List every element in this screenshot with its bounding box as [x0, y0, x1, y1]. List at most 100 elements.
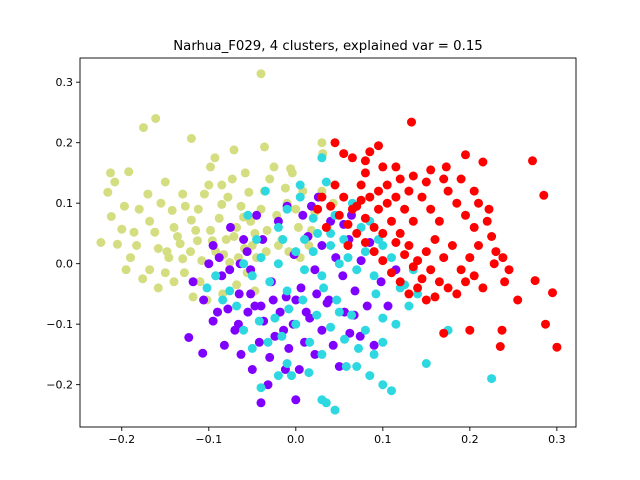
x-tick-label: 0.0: [287, 433, 305, 446]
series-3-point-41: [326, 201, 336, 211]
series-3-point-5: [365, 147, 375, 157]
series-1-point-13: [275, 307, 285, 317]
series-3-point-24: [541, 319, 550, 329]
series-1-point-3: [219, 340, 229, 350]
series-2-point-34: [277, 331, 287, 341]
series-1-point-37: [199, 295, 209, 305]
series-2-point-1: [273, 371, 283, 381]
series-1-point-15: [284, 343, 294, 353]
series-3-point-77: [343, 241, 353, 250]
series-1-point-69: [312, 289, 322, 299]
series-1-point-22: [317, 325, 327, 335]
series-0-point-57: [145, 265, 155, 275]
series-2-point-3: [287, 371, 296, 381]
series-1-point-49: [296, 283, 306, 293]
series-0-point-100: [217, 180, 227, 190]
series-2-point-68: [295, 192, 305, 202]
series-3-point-94: [421, 177, 431, 187]
series-2-point-38: [247, 343, 257, 353]
series-3-point-29: [430, 292, 440, 302]
series-3-point-50: [374, 204, 383, 214]
y-tick-label: −0.2: [46, 379, 73, 392]
series-2-point-88: [378, 337, 388, 347]
series-1-point-80: [239, 235, 249, 244]
series-0-point-73: [191, 225, 201, 235]
series-0-point-72: [180, 201, 190, 211]
series-3-point-12: [478, 157, 488, 167]
series-1-point-24: [328, 340, 338, 350]
series-2-point-25: [340, 334, 349, 344]
series-3-point-72: [387, 216, 396, 226]
series-1-point-38: [208, 241, 218, 250]
series-3-point-40: [334, 210, 344, 220]
series-0-point-95: [143, 189, 153, 199]
series-2-point-78: [295, 180, 305, 190]
series-0-point-75: [214, 213, 224, 223]
series-3-point-54: [408, 216, 418, 226]
series-1-point-18: [294, 365, 304, 374]
series-0-point-22: [150, 227, 160, 237]
series-2-point-31: [298, 295, 308, 305]
series-3-point-14: [539, 190, 549, 200]
series-2-point-60: [369, 271, 379, 281]
series-0-point-58: [153, 283, 163, 293]
series-3-point-59: [452, 198, 462, 208]
series-3-point-96: [456, 174, 466, 184]
series-3-point-71: [395, 228, 405, 238]
series-2-point-52: [300, 265, 309, 275]
series-2-point-23: [354, 343, 363, 353]
series-1-point-27: [345, 328, 355, 338]
series-0-point-4: [139, 123, 148, 133]
series-3-point-36: [369, 247, 379, 257]
series-2-point-79: [243, 210, 253, 220]
series-3-point-2: [339, 149, 349, 159]
series-1-point-28: [350, 286, 360, 296]
series-2-point-56: [334, 259, 344, 269]
series-2-point-33: [284, 304, 294, 314]
series-0-point-33: [217, 199, 227, 209]
series-0-point-96: [160, 177, 170, 187]
series-0-point-27: [178, 254, 188, 264]
series-2-point-37: [254, 316, 264, 326]
series-1-point-61: [223, 304, 233, 314]
series-2-point-45: [239, 259, 249, 269]
series-3-point-49: [365, 192, 375, 202]
series-3-point-97: [469, 186, 479, 196]
series-1-point-0: [184, 333, 194, 342]
series-1-point-58: [356, 256, 366, 266]
series-3-point-7: [391, 162, 401, 172]
series-3-point-102: [356, 195, 366, 205]
axes-layer: −0.2 −0.1 0.0 0.1 0.2 0.3 −0.2 −0.1 0.0 0.1 0.2 0.3: [46, 57, 577, 446]
series-3-point-43: [313, 204, 323, 214]
series-0-point-106: [291, 204, 301, 214]
series-1-point-35: [256, 398, 266, 408]
series-3-point-62: [474, 241, 483, 250]
series-0-point-41: [261, 247, 271, 257]
series-2-point-40: [232, 301, 242, 311]
series-0-point-28: [186, 215, 196, 225]
series-2-point-62: [387, 253, 396, 263]
series-0-point-30: [199, 189, 209, 199]
series-3-point-39: [343, 219, 353, 229]
series-2-point-85: [300, 235, 309, 244]
y-tick-label: 0.1: [56, 197, 74, 210]
series-1-point-5: [236, 349, 246, 359]
series-1-point-10: [263, 380, 273, 390]
series-0-point-67: [225, 258, 235, 267]
series-3-point-89: [478, 283, 488, 293]
series-2-point-59: [360, 247, 370, 257]
series-3-point-37: [360, 238, 370, 247]
series-3-point-79: [391, 238, 401, 247]
series-3-point-87: [461, 277, 470, 287]
series-1-point-36: [188, 277, 198, 287]
series-0-point-15: [106, 212, 116, 221]
series-0-point-29: [193, 236, 202, 246]
series-0-point-26: [173, 232, 182, 241]
series-2-point-55: [326, 241, 336, 250]
series-1-point-60: [213, 307, 222, 317]
series-1-point-25: [334, 362, 344, 371]
series-3-point-92: [500, 277, 510, 287]
series-2-point-36: [263, 337, 273, 347]
series-2-point-16: [404, 301, 414, 311]
